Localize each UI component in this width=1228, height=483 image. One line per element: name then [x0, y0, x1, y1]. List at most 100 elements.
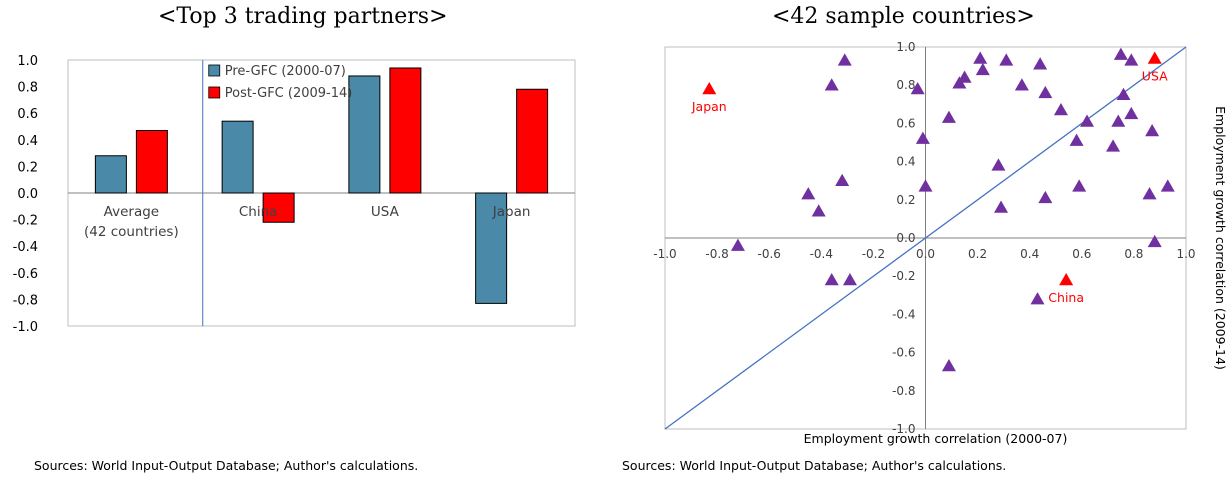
y-tick-label: 1.0 [17, 54, 38, 69]
category-label: USA [371, 204, 400, 220]
country-point [910, 82, 925, 95]
country-point [1145, 124, 1160, 137]
left-source-note: Sources: World Input-Output Database; Au… [34, 458, 419, 473]
y-tick-label: -0.4 [13, 240, 38, 255]
x-tick-label: 0.0 [916, 247, 935, 261]
y-tick-label: -0.2 [892, 269, 915, 283]
post-gfc-bar [135, 129, 168, 194]
diagonal-45-line [664, 46, 1187, 430]
highlight-point-china [1059, 273, 1074, 286]
y-tick-label: 0.2 [17, 160, 38, 175]
category-label: Average [104, 204, 159, 220]
country-point [1038, 190, 1053, 204]
y-tick-label: -0.6 [892, 346, 915, 360]
country-point [1106, 139, 1121, 152]
highlight-point-usa [1147, 51, 1162, 64]
category-label: Japan [492, 204, 531, 220]
x-axis-title: Employment growth correlation (2000-07) [804, 431, 1068, 446]
x-tick-label: 1.0 [1176, 247, 1195, 261]
country-point [1053, 103, 1068, 116]
y-tick-label: 0.4 [896, 155, 915, 169]
country-point [1147, 234, 1162, 248]
highlight-label-usa: USA [1142, 68, 1168, 83]
y-tick-label: -0.8 [13, 293, 38, 308]
country-point [1033, 57, 1048, 70]
y-tick-label: -1.0 [13, 320, 38, 335]
category-label: China [239, 204, 278, 220]
highlight-label-china: China [1048, 290, 1084, 305]
country-point [824, 78, 839, 91]
y-tick-label: -0.6 [13, 267, 38, 282]
y-tick-label: 1.0 [896, 40, 915, 54]
y-tick-label: -0.4 [892, 307, 915, 321]
x-tick-label: 0.2 [968, 247, 987, 261]
post-gfc-bar [516, 88, 549, 194]
x-tick-label: -0.4 [810, 247, 833, 261]
right-panel-title: <42 sample countries> [772, 4, 1035, 29]
x-tick-label: -0.6 [757, 247, 780, 261]
x-tick-label: -0.8 [705, 247, 728, 261]
country-point [1142, 187, 1157, 200]
country-point [918, 179, 933, 192]
y-tick-label: 0.6 [17, 107, 38, 122]
legend-label: Pre-GFC (2000-07) [225, 64, 346, 79]
country-point [941, 110, 956, 123]
y-tick-label: -1.0 [892, 422, 915, 436]
y-tick-label: 0.4 [17, 134, 38, 149]
pre-gfc-bar [475, 192, 508, 304]
pre-gfc-bar [221, 120, 254, 194]
country-point [1069, 133, 1084, 146]
country-point [842, 273, 857, 286]
country-point [824, 273, 839, 286]
highlight-label-japan: Japan [691, 99, 727, 114]
pre-gfc-bar [348, 75, 381, 194]
country-point [1111, 114, 1126, 127]
category-label: (42 countries) [84, 224, 179, 240]
country-point [1072, 179, 1087, 192]
post-gfc-bar [262, 192, 295, 223]
country-point [1038, 85, 1053, 99]
y-tick-label: 0.2 [896, 193, 915, 207]
y-tick-label: 0.8 [896, 78, 915, 92]
country-point [994, 200, 1009, 213]
y-axis-title: Employment growth correlation (2009-14) [1213, 106, 1228, 370]
bar-chart: -1.0 -0.8 -0.6 -0.4 -0.2 0.0 0.2 0.4 0.6 0.8 1.0 Av… [13, 54, 576, 335]
country-point [1124, 106, 1139, 120]
legend-swatch [208, 64, 221, 77]
country-point [1160, 179, 1175, 192]
x-tick-label: 0.6 [1072, 247, 1091, 261]
y-tick-label: 0.6 [896, 116, 915, 130]
country-point [835, 173, 850, 186]
highlight-point-japan [702, 82, 717, 95]
country-point [975, 62, 990, 76]
country-point [811, 204, 826, 217]
legend-swatch [208, 86, 221, 99]
country-point [915, 131, 930, 144]
y-tick-label: 0.8 [17, 81, 38, 96]
country-point [973, 51, 988, 64]
scatter-chart: -1.0 -0.8 -0.6 -0.4 -0.2 0.0 0.2 0.4 0.6 0.8 1.0-1… [653, 40, 1228, 446]
country-point [801, 187, 816, 200]
country-point [999, 53, 1014, 66]
y-tick-label: -0.2 [13, 214, 38, 229]
y-tick-label: 0.0 [896, 231, 915, 245]
country-point [957, 70, 972, 83]
country-point [1113, 47, 1128, 60]
country-point [1080, 114, 1095, 127]
left-panel-title: <Top 3 trading partners> [158, 4, 448, 29]
country-point [1014, 78, 1029, 91]
country-point [941, 358, 956, 372]
country-point [1116, 87, 1131, 100]
x-tick-label: 0.4 [1020, 247, 1039, 261]
x-tick-label: -0.2 [862, 247, 885, 261]
country-point [1124, 53, 1139, 66]
post-gfc-bar [389, 67, 422, 194]
pre-gfc-bar [94, 155, 127, 194]
legend-label: Post-GFC (2009-14) [225, 86, 353, 101]
country-point [730, 238, 745, 251]
x-tick-label: -1.0 [653, 247, 676, 261]
country-point [837, 53, 852, 66]
right-source-note: Sources: World Input-Output Database; Au… [622, 458, 1007, 473]
y-tick-label: 0.0 [17, 187, 38, 202]
y-tick-label: -0.8 [892, 384, 915, 398]
